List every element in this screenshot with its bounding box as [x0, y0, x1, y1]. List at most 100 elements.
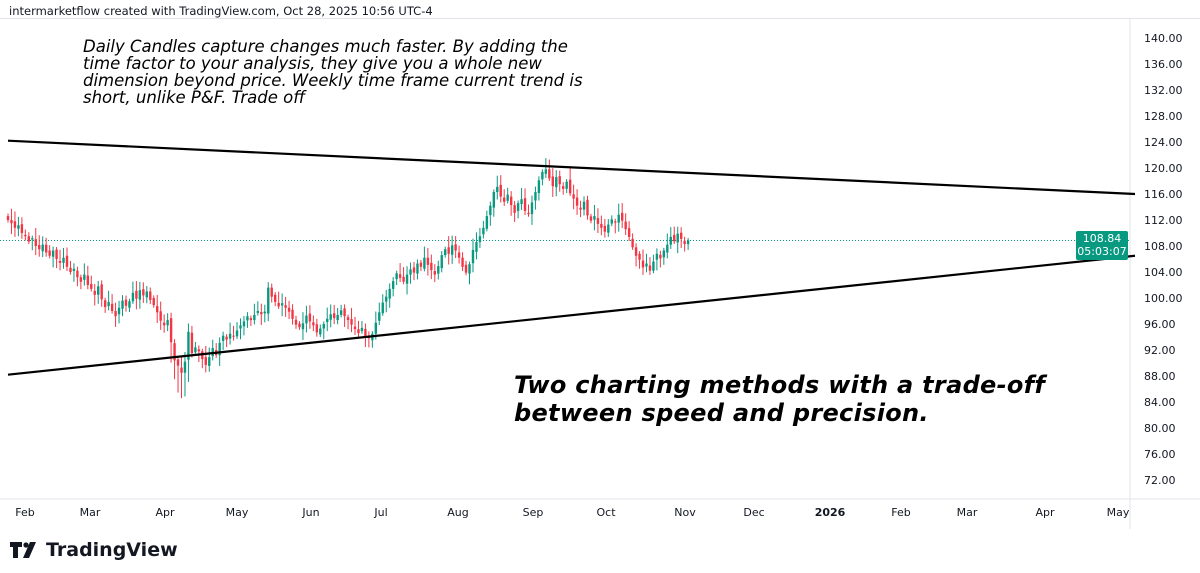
x-tick-label: 2026 [815, 506, 846, 519]
candle-body [242, 321, 246, 327]
candle [391, 277, 395, 297]
candle [103, 297, 107, 313]
candle-body [676, 233, 679, 243]
candle [117, 300, 121, 324]
candle-body [378, 312, 381, 321]
candle [652, 254, 655, 274]
candle [55, 246, 58, 269]
candle-body [326, 318, 329, 323]
candle [669, 227, 672, 249]
candle-body [124, 299, 128, 306]
candle [579, 200, 582, 218]
candle-body [673, 234, 676, 242]
candle [13, 211, 17, 237]
candle [638, 251, 641, 269]
candle [253, 303, 256, 325]
candle [371, 331, 374, 348]
annotation-top[interactable]: Daily Candles capture changes much faste… [83, 37, 583, 107]
trendline-lower[interactable] [7, 254, 1136, 376]
candle-body [76, 270, 79, 278]
candle-body [485, 216, 489, 229]
candle-body [51, 250, 55, 257]
candle [322, 321, 325, 340]
candle-body [17, 225, 20, 229]
candle-body [655, 253, 659, 260]
candle-body [34, 239, 37, 246]
candle [634, 243, 638, 267]
candle-body [312, 322, 315, 326]
candle-body [398, 274, 402, 278]
candle [444, 246, 447, 258]
candle-body [117, 307, 121, 315]
candle [10, 208, 13, 234]
candle-body [58, 260, 62, 263]
candle-body [298, 323, 301, 328]
candle [6, 213, 10, 223]
candle-body [444, 249, 447, 256]
trendline-upper[interactable] [7, 139, 1136, 196]
candle-body [319, 328, 322, 335]
candle-body [100, 284, 103, 300]
candle-body [225, 336, 228, 340]
candle-body [482, 227, 485, 235]
candle [513, 201, 516, 222]
attribution: intermarketflow created with TradingView… [9, 4, 433, 18]
y-tick-label: 136.00 [1144, 58, 1183, 71]
candle-body [131, 292, 135, 302]
candle [246, 312, 249, 328]
candle-body [121, 300, 124, 309]
candle-body [187, 331, 190, 360]
tradingview-logo[interactable]: TradingView [10, 539, 178, 561]
candle [100, 280, 103, 307]
candle-body [586, 199, 589, 216]
candle [617, 203, 620, 232]
candle [586, 195, 589, 220]
candle [454, 236, 457, 259]
candle [152, 295, 155, 308]
candle-body [614, 221, 617, 223]
candle [305, 305, 308, 333]
candle [159, 301, 162, 330]
candle [260, 303, 263, 325]
candle-body [627, 228, 631, 237]
candle [645, 253, 648, 273]
candle [339, 304, 343, 318]
candle [461, 252, 464, 272]
candle [169, 312, 173, 363]
candle [62, 247, 65, 269]
x-tick-label: Nov [674, 506, 696, 519]
candle-body [506, 194, 509, 201]
candle-body [457, 252, 461, 258]
candlestick-chart[interactable]: 140.00 136.00 132.00 128.00 124.00 120.00 116.… [0, 19, 1200, 529]
candle [402, 267, 405, 285]
candle [555, 170, 558, 197]
candle [17, 216, 20, 237]
candle-body [610, 219, 613, 224]
candle-body [555, 177, 558, 188]
candle [138, 281, 142, 309]
candle-body [62, 257, 65, 263]
candle [534, 186, 537, 210]
candle-body [600, 223, 603, 228]
candle [673, 226, 676, 245]
candle-body [620, 212, 624, 221]
candle [489, 201, 492, 226]
y-tick-label: 92.00 [1144, 344, 1176, 357]
chart-pane[interactable]: 140.00 136.00 132.00 128.00 124.00 120.00 116.… [0, 18, 1200, 529]
candle [409, 262, 412, 284]
candle [381, 294, 384, 316]
candle-body [6, 216, 10, 220]
candle-body [194, 347, 197, 353]
annotation-bottom[interactable]: Two charting methods with a trade-off be… [514, 371, 1045, 427]
candle-body [565, 181, 568, 189]
candle [607, 219, 610, 237]
candle-body [437, 266, 440, 274]
candle-body [423, 257, 426, 269]
candle [34, 227, 37, 256]
candle-body [336, 314, 339, 321]
candle-body [280, 303, 284, 306]
candle [329, 304, 332, 328]
y-tick-label: 132.00 [1144, 84, 1183, 97]
candle-body [183, 361, 187, 373]
candle [128, 298, 131, 312]
